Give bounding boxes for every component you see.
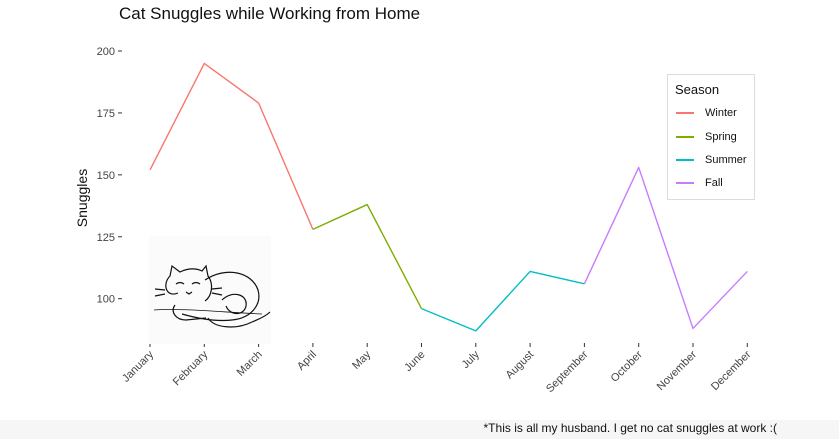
chart: Cat Snuggles while Working from Home Snu… bbox=[74, 4, 754, 395]
x-tick-label: February bbox=[171, 348, 211, 388]
series-line-fall bbox=[583, 166, 748, 330]
y-tick-label: 125 bbox=[97, 232, 115, 244]
legend-swatch-winter bbox=[676, 112, 694, 114]
y-tick-label: 175 bbox=[97, 108, 115, 120]
x-axis: January February March April May June July Augu… bbox=[120, 343, 754, 395]
chart-caption: *This is all my husband. I get no cat sn… bbox=[483, 421, 777, 435]
series-line-winter bbox=[149, 62, 314, 230]
legend-item-spring: Spring bbox=[676, 129, 754, 145]
y-tick-label: 100 bbox=[97, 294, 115, 306]
x-tick-label: June bbox=[402, 349, 427, 374]
legend-label-spring: Spring bbox=[705, 131, 737, 143]
series-lines bbox=[149, 62, 748, 332]
chart-svg: Cat Snuggles while Working from Home Snu… bbox=[74, 4, 754, 395]
series-line-spring bbox=[312, 203, 423, 309]
x-tick-label: January bbox=[120, 348, 157, 385]
y-axis-label: Snuggles bbox=[74, 169, 90, 227]
legend-swatch-spring bbox=[676, 136, 694, 138]
chart-title: Cat Snuggles while Working from Home bbox=[119, 4, 420, 23]
legend-item-fall: Fall bbox=[676, 175, 754, 191]
legend-label-winter: Winter bbox=[705, 107, 737, 119]
legend-title: Season bbox=[675, 82, 720, 97]
legend-swatch-fall bbox=[676, 182, 694, 184]
x-tick-label: August bbox=[504, 349, 537, 382]
series-line-summer bbox=[421, 270, 585, 332]
legend-item-summer: Summer bbox=[676, 152, 754, 168]
y-tick-label: 200 bbox=[97, 46, 115, 58]
legend-label-fall: Fall bbox=[705, 177, 723, 189]
x-tick-label: April bbox=[295, 349, 319, 373]
x-tick-label: November bbox=[655, 348, 700, 393]
caption-band bbox=[0, 420, 839, 439]
y-axis: 100 125 150 175 200 bbox=[97, 46, 122, 306]
x-tick-label: May bbox=[350, 348, 374, 372]
legend-swatch-summer bbox=[676, 159, 694, 161]
x-tick-label: September bbox=[544, 348, 591, 395]
legend-label-summer: Summer bbox=[705, 154, 747, 166]
x-tick-label: October bbox=[609, 348, 645, 384]
legend-item-winter: Winter bbox=[676, 105, 754, 121]
cat-illustration bbox=[149, 236, 271, 344]
legend: Season Winter Spring Summer Fall bbox=[667, 74, 755, 200]
x-tick-label: December bbox=[709, 348, 754, 393]
x-tick-label: March bbox=[235, 349, 265, 379]
x-tick-label: July bbox=[460, 348, 483, 371]
y-tick-label: 150 bbox=[97, 170, 115, 182]
